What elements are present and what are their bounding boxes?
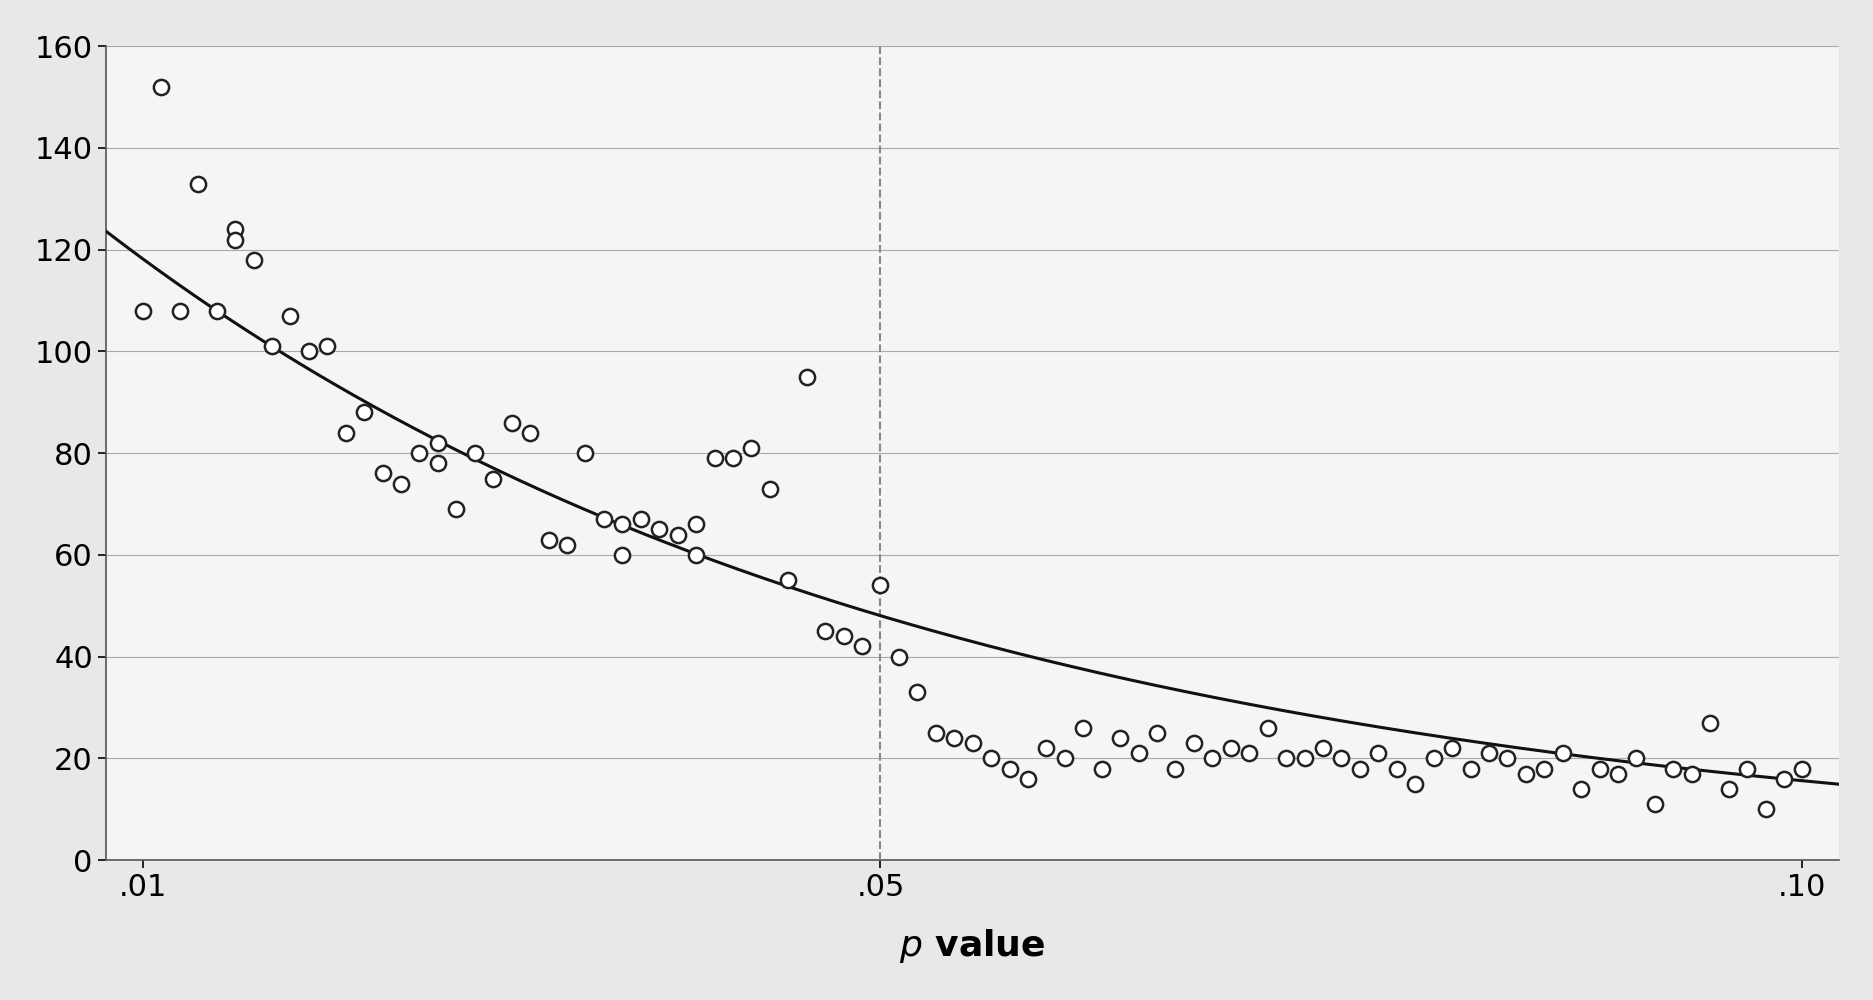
- Point: [569, 445, 599, 461]
- Point: [588, 511, 618, 527]
- Point: [146, 79, 176, 95]
- Point: [1585, 761, 1615, 777]
- Point: [865, 577, 895, 593]
- Point: [1437, 740, 1467, 756]
- Point: [755, 481, 785, 497]
- Point: [976, 750, 1006, 766]
- Point: [790, 369, 820, 385]
- Point: [219, 232, 249, 248]
- Point: [1695, 715, 1725, 731]
- Point: [553, 537, 583, 553]
- Point: [1326, 750, 1356, 766]
- Point: [442, 501, 472, 517]
- Point: [1049, 750, 1079, 766]
- Point: [386, 476, 416, 492]
- Point: [202, 303, 232, 319]
- Point: [1216, 740, 1246, 756]
- Point: [330, 425, 360, 441]
- Point: [1566, 781, 1596, 797]
- Point: [938, 730, 968, 746]
- Point: [995, 761, 1025, 777]
- Point: [1620, 750, 1650, 766]
- Point: [1141, 725, 1171, 741]
- Point: [607, 547, 637, 563]
- Point: [1362, 745, 1392, 761]
- Point: [736, 440, 766, 456]
- Point: [1013, 771, 1043, 787]
- Point: [1030, 740, 1060, 756]
- Point: [847, 638, 877, 654]
- Point: [1399, 776, 1429, 792]
- Point: [184, 176, 214, 192]
- Point: [809, 623, 839, 639]
- Point: [1601, 766, 1631, 782]
- Point: [405, 445, 435, 461]
- Point: [294, 343, 324, 359]
- Point: [920, 725, 950, 741]
- Point: [257, 338, 287, 354]
- Point: [496, 415, 526, 431]
- Point: [1547, 745, 1577, 761]
- Point: [1307, 740, 1337, 756]
- Point: [1749, 801, 1779, 817]
- Point: [626, 511, 656, 527]
- Point: [828, 628, 858, 644]
- Point: [165, 303, 195, 319]
- Point: [1251, 720, 1281, 736]
- Point: [1086, 761, 1116, 777]
- Point: [774, 572, 804, 588]
- Point: [1455, 761, 1485, 777]
- X-axis label: $\it{p}$ value: $\it{p}$ value: [899, 927, 1045, 965]
- Point: [644, 521, 674, 537]
- Point: [1676, 766, 1706, 782]
- Point: [903, 684, 933, 700]
- Point: [1787, 761, 1817, 777]
- Point: [275, 308, 305, 324]
- Point: [1234, 745, 1264, 761]
- Point: [1510, 766, 1540, 782]
- Point: [219, 221, 249, 237]
- Point: [680, 516, 710, 532]
- Point: [1380, 761, 1410, 777]
- Point: [1491, 750, 1521, 766]
- Point: [1639, 796, 1669, 812]
- Point: [515, 425, 545, 441]
- Point: [1105, 730, 1135, 746]
- Point: [238, 252, 268, 268]
- Point: [423, 455, 453, 471]
- Point: [1068, 720, 1098, 736]
- Point: [680, 547, 710, 563]
- Point: [1270, 750, 1300, 766]
- Point: [1124, 745, 1154, 761]
- Point: [459, 445, 489, 461]
- Point: [1289, 750, 1319, 766]
- Point: [348, 404, 378, 420]
- Point: [1712, 781, 1742, 797]
- Point: [884, 649, 914, 665]
- Point: [1418, 750, 1448, 766]
- Point: [1345, 761, 1375, 777]
- Point: [1768, 771, 1798, 787]
- Point: [1197, 750, 1227, 766]
- Point: [717, 450, 747, 466]
- Point: [478, 471, 508, 487]
- Point: [699, 450, 729, 466]
- Point: [313, 338, 343, 354]
- Point: [1528, 761, 1558, 777]
- Point: [1658, 761, 1688, 777]
- Point: [367, 465, 397, 481]
- Point: [423, 435, 453, 451]
- Point: [1178, 735, 1208, 751]
- Point: [663, 527, 693, 543]
- Point: [607, 516, 637, 532]
- Point: [127, 303, 157, 319]
- Point: [1159, 761, 1189, 777]
- Point: [1731, 761, 1761, 777]
- Point: [957, 735, 987, 751]
- Point: [534, 532, 564, 548]
- Point: [1474, 745, 1504, 761]
